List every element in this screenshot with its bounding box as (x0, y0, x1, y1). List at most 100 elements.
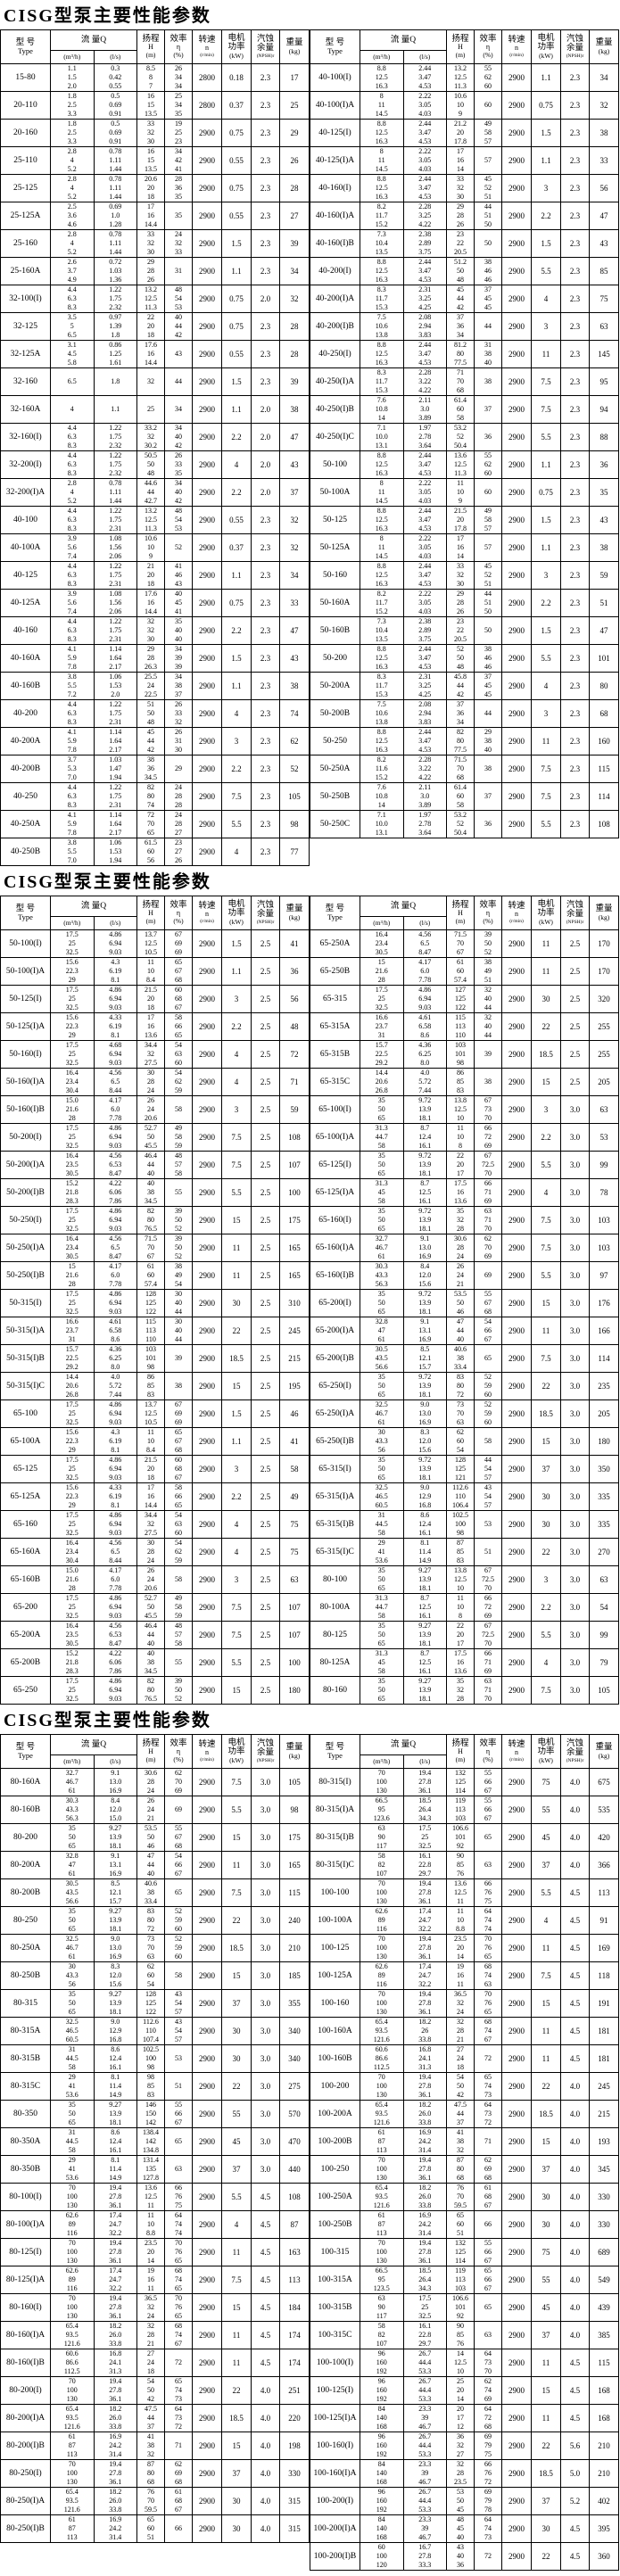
motor-power-value: 3 (221, 727, 252, 755)
pump-row: 80-160(I)B 60.6 86.6 112.5 16.8 24.1 31.3 27… (0, 2349, 310, 2377)
motor-power-value: 22 (221, 1317, 252, 1345)
cisg-pump-spec-document: CISG型泵主要性能参数 型 号 Type 流 量Q 扬程 H (m) 效率 η (%) … (0, 5, 620, 2571)
col-header-head: 扬程 H (m) (136, 1734, 165, 1769)
npsh-value: 3.0 (560, 1510, 590, 1539)
npsh-value: 2.3 (251, 616, 280, 645)
pump-model: 100-100A (310, 1906, 360, 1935)
weight-value: 114 (589, 782, 619, 811)
pump-model: 65-315 (310, 985, 360, 1013)
npsh-value: 4.0 (560, 2155, 590, 2184)
section-title: CISG型泵主要性能参数 (4, 6, 211, 26)
pump-model: 65-160B (0, 1565, 51, 1594)
motor-power-value: 3 (221, 1455, 252, 1483)
head-values: 13.8 12.5 10 (446, 1565, 475, 1594)
motor-power-value: 0.75 (221, 312, 252, 341)
speed-value: 2900 (501, 63, 532, 92)
head-values: 29 28 26 (136, 257, 165, 285)
npsh-value: 2.3 (251, 838, 280, 866)
npsh-value: 2.3 (560, 672, 590, 700)
speed-value: 2900 (501, 957, 532, 986)
pump-model: 50-125(I) (0, 985, 51, 1013)
weight-value: 145 (589, 340, 619, 368)
flow-ls-values: 0.78 1.11 1.44 (93, 174, 137, 202)
head-values: 71.5 70 67 (446, 929, 475, 958)
motor-power-value: 2.2 (221, 755, 252, 783)
speed-value: 2900 (501, 2127, 532, 2156)
npsh-value: 2.3 (251, 506, 280, 534)
pump-row: 50-125 8.8 12.5 16.3 2.44 3.47 4.53 21.5 20 17… (310, 506, 619, 534)
flow-ls-values: 4.17 6.0 7.78 (402, 957, 447, 986)
motor-power-value: 15 (531, 1427, 561, 1456)
motor-power-value: 5.5 (531, 257, 561, 285)
efficiency-values: 67 69 69 (164, 1399, 193, 1428)
efficiency-values: 58 (164, 1095, 193, 1124)
pump-row: 40-200 4.4 6.3 8.3 1.22 1.75 2.31 51 50 48 26 3… (0, 699, 310, 728)
pump-model: 65-250A (310, 929, 360, 958)
npsh-value: 3.0 (560, 1234, 590, 1262)
pump-row: 80-160A 32.7 46.7 61 9.1 13.0 16.9 30.6 28 24 … (0, 1768, 310, 1796)
pump-row: 100-125(I) 96 160 192 26.7 44.4 53.3 25 20 14 … (310, 2376, 619, 2405)
speed-value: 2900 (501, 2321, 532, 2349)
flow-m3h-values: 15.6 22.3 29 (50, 957, 95, 986)
weight-value: 75 (279, 1510, 310, 1539)
flow-ls-values: 0.3 0.42 0.55 (93, 63, 137, 92)
speed-value: 2900 (501, 1851, 532, 1879)
head-values: 38 36 34.5 (136, 755, 165, 783)
npsh-value: 2.3 (560, 810, 590, 838)
speed-value: 2900 (501, 2017, 532, 2045)
weight-value: 675 (589, 1768, 619, 1796)
flow-ls-values: 9.0 13.0 16.9 (93, 1934, 137, 1962)
weight-value: 175 (279, 1206, 310, 1234)
head-values: 20.6 20 18 (136, 174, 165, 202)
weight-value: 118 (589, 1961, 619, 1990)
motor-power-value: 5.5 (531, 810, 561, 838)
motor-power-value: 45 (221, 2127, 252, 2156)
speed-value: 2900 (501, 589, 532, 617)
head-values: 61.4 60 58 (446, 782, 475, 811)
speed-value: 2900 (501, 1482, 532, 1511)
flow-ls-values: 19.4 27.8 36.1 (93, 2183, 137, 2211)
head-values: 23 22 20.5 (446, 229, 475, 258)
weight-value: 95 (589, 367, 619, 396)
efficiency-values: 66 72 69 (474, 1593, 502, 1622)
weight-value: 360 (589, 2542, 619, 2571)
efficiency-values: 52 59 60 (474, 1372, 502, 1400)
head-values: 23.5 20 14 (446, 1934, 475, 1962)
weight-value: 315 (279, 2514, 310, 2543)
pump-model: 80-315B (0, 2044, 51, 2073)
motor-power-value: 5.5 (221, 810, 252, 838)
motor-power-value: 1.5 (531, 229, 561, 258)
head-values: 25 (136, 395, 165, 424)
weight-value: 440 (279, 2155, 310, 2184)
motor-power-value: 4 (221, 1538, 252, 1566)
weight-value: 87 (279, 2210, 310, 2239)
motor-power-value: 22 (531, 1372, 561, 1400)
flow-m3h-values: 29 41 53.6 (360, 1538, 404, 1566)
pump-model: 20-160 (0, 119, 51, 147)
pump-model: 50-200(I)A (0, 1151, 51, 1179)
motor-power-value: 3 (531, 561, 561, 590)
flow-m3h-values: 17.5 25 32.5 (50, 1123, 95, 1152)
speed-value: 2900 (192, 174, 222, 202)
npsh-value: 2.3 (251, 146, 280, 175)
flow-ls-values: 8.7 12.5 16.1 (402, 1648, 447, 1677)
head-values: 37 36 34 (446, 699, 475, 728)
pump-row: 50-200(I)B 15.2 21.8 28.3 4.22 6.06 7.86 40 3… (0, 1178, 310, 1207)
weight-value: 345 (589, 2155, 619, 2184)
head-values: 11 10 8 (446, 1593, 475, 1622)
head-values: 86 85 83 (136, 1372, 165, 1400)
col-header-efficiency: 效率 η (%) (164, 896, 193, 930)
speed-value: 2900 (501, 174, 532, 202)
pump-row: 100-125(I)A 84 140 168 23.3 39 46.7 20 17 12 6… (310, 2404, 619, 2432)
weight-value: 27 (279, 202, 310, 230)
flow-m3h-values: 16.4 23.5 30.5 (50, 1151, 95, 1179)
efficiency-values: 39 50 52 (164, 1676, 193, 1705)
pump-model: 50-160B (310, 616, 360, 645)
motor-power-value: 2.2 (531, 1593, 561, 1622)
pump-row: 65-315 17.5 25 32.5 4.86 6.94 9.03 127 125 122… (310, 985, 619, 1013)
pump-row: 100-160(I)A 84 140 168 23.3 39 46.7 32 28 23.5… (310, 2459, 619, 2488)
motor-power-value: 5.5 (221, 1178, 252, 1207)
efficiency-values: 44 51 50 (474, 589, 502, 617)
spec-section: CISG型泵主要性能参数 型 号 Type 流 量Q 扬程 H (m) 效率 η (%) … (0, 871, 620, 1705)
flow-m3h-values: 62.6 89 116 (50, 2266, 95, 2294)
